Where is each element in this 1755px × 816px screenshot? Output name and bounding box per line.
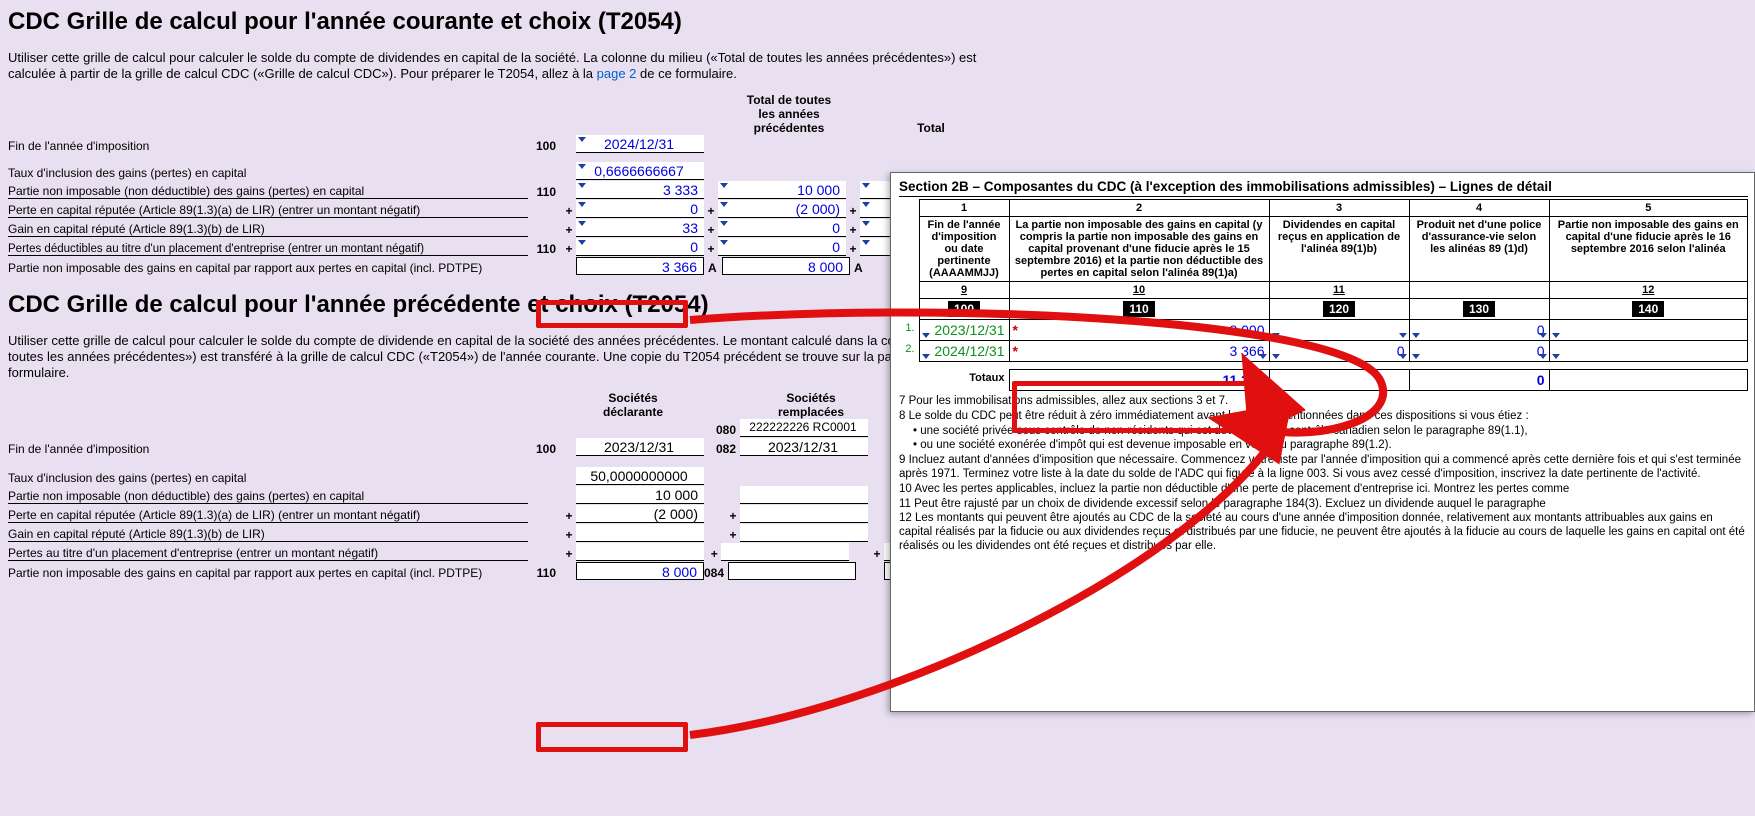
cell-3366[interactable]: 3 366 — [576, 257, 704, 275]
row-b1: Partie non imposable (non déductible) de… — [8, 486, 1012, 504]
cell-110a[interactable]: 3 333 — [576, 181, 704, 199]
row-b3: Gain en capital réputé (Article 89(1.3)(… — [8, 524, 1012, 542]
row-fin-top: Fin de l'année d'imposition 100 2024/12/… — [8, 135, 1012, 153]
left-panel: CDC Grille de calcul pour l'année couran… — [0, 0, 1020, 585]
top-col-headers: Total de toutes les années précédentes T… — [8, 93, 1012, 135]
row-110-top: Partie non imposable (non déductible) de… — [8, 181, 1012, 199]
cell-110b[interactable]: 10 000 — [718, 181, 846, 199]
row-fin-bottom: Fin de l'année d'imposition 100 2023/12/… — [8, 438, 1012, 456]
row-gain-top: Gain en capital réputé (Article 89(1.3)(… — [8, 219, 1012, 237]
detail-8000[interactable]: *8 000 — [1009, 320, 1269, 341]
cell-8000a[interactable]: 8 000 — [722, 257, 850, 275]
row-perte-top: Perte en capital réputée (Article 89(1.3… — [8, 200, 1012, 218]
row-pdtpe-top: Partie non imposable des gains en capita… — [8, 257, 1012, 275]
section-2b-panel: Section 2B – Composantes du CDC (à l'exc… — [890, 172, 1755, 712]
row-b2: Perte en capital réputée (Article 89(1.3… — [8, 505, 1012, 523]
highlight-box-3 — [536, 722, 688, 752]
row-taux-bottom: Taux d'inclusion des gains (pertes) en c… — [8, 467, 1012, 485]
section-2b-table: 1 2 3 4 5 Fin de l'année d'imposition ou… — [899, 199, 1748, 391]
detail-row-2: 2. 2024/12/31 *3 366 0 0 — [899, 341, 1748, 362]
row-taux-top: Taux d'inclusion des gains (pertes) en c… — [8, 162, 1012, 180]
detail-row-1: 1. 2023/12/31 *8 000 0 — [899, 320, 1748, 341]
cell-8000b[interactable]: 8 000 — [576, 562, 704, 580]
taux-top[interactable]: 0,6666666667 — [576, 162, 704, 180]
page-title-bottom: CDC Grille de calcul pour l'année précéd… — [8, 291, 1012, 319]
page2-link[interactable]: page 2 — [597, 66, 637, 81]
page-title-top: CDC Grille de calcul pour l'année couran… — [8, 8, 1012, 36]
intro-top: Utiliser cette grille de calcul pour cal… — [8, 50, 1008, 83]
fin-date-top[interactable]: 2024/12/31 — [576, 135, 704, 153]
row-b5: Partie non imposable des gains en capita… — [8, 562, 1012, 580]
section-2b-title: Section 2B – Composantes du CDC (à l'exc… — [899, 179, 1748, 197]
section-2b-notes: 7 Pour les immobilisations admissibles, … — [899, 395, 1748, 554]
totals-row: Totaux 11 366 0 — [899, 370, 1748, 391]
row-pertesded-top: Pertes déductibles au titre d'un placeme… — [8, 238, 1012, 256]
intro-bottom: Utiliser cette grille de calcul pour cal… — [8, 333, 1008, 382]
row-080: 080 222222226 RC0001 — [8, 419, 1012, 437]
detail-3366[interactable]: *3 366 — [1009, 341, 1269, 362]
bottom-col-headers: Sociétés déclarante Sociétés remplacées — [8, 391, 1012, 419]
row-b4: Pertes au titre d'un placement d'entrepr… — [8, 543, 1012, 561]
